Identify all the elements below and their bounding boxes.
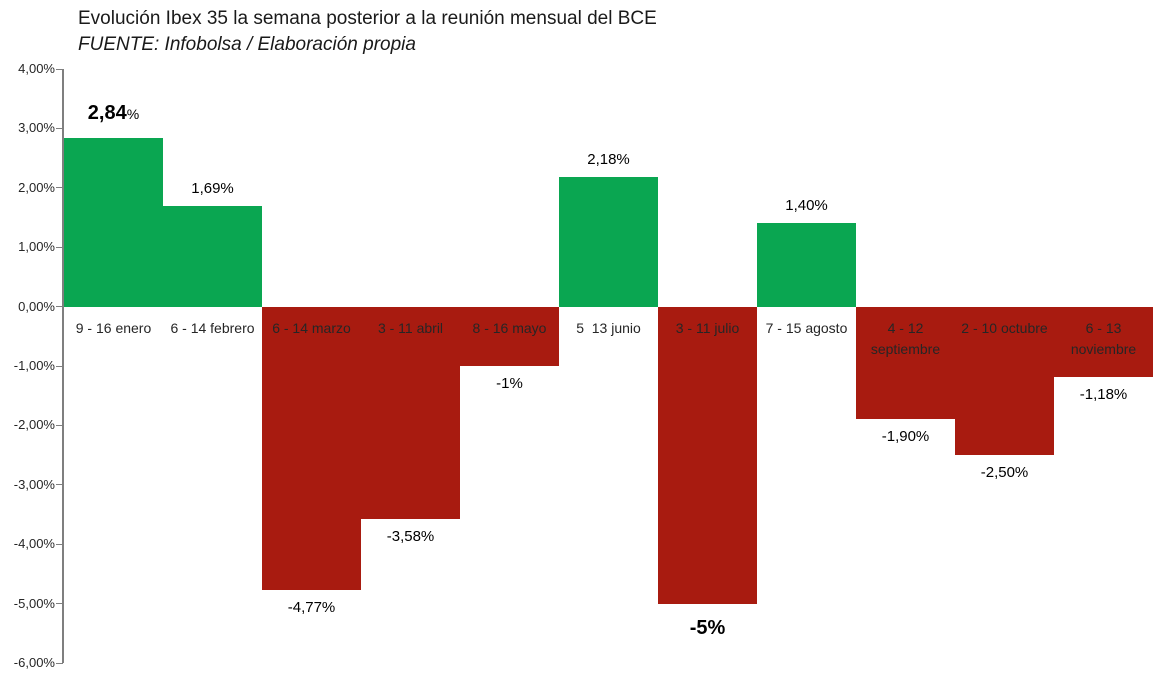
bar-category-label: 6 - 13 noviembre [1070,319,1137,357]
bar-category-label: 7 - 15 agosto [765,319,848,336]
bar-value-label: -2,50% [980,464,1029,482]
bar [64,137,163,307]
y-tick-mark [56,68,63,70]
y-tick-label: -4,00% [13,536,55,552]
y-tick-label: 2,00% [18,179,55,195]
bar-category-label: 9 - 16 enero [75,319,152,336]
bar [1054,306,1153,377]
bar-value-label: -1,90% [881,428,930,446]
value-percent-sign: % [126,105,140,122]
y-tick-mark [56,306,63,308]
bar [757,223,856,307]
y-tick-mark [56,187,63,189]
y-tick-label: -6,00% [13,655,55,670]
bar-value-label: -5% [689,616,726,639]
y-axis-line [62,69,64,663]
y-tick-mark [56,127,63,129]
value-number: 2,84 [87,101,127,124]
y-tick-label: 3,00% [18,120,55,136]
bar [163,206,262,307]
y-tick-mark [56,424,63,426]
y-tick-label: -1,00% [13,358,55,373]
y-tick-mark [56,246,63,248]
bar [856,306,955,420]
bar-category-label: 4 - 12 septiembre [870,319,941,357]
bar [460,306,559,366]
chart-subtitle: FUENTE: Infobolsa / Elaboración propia [78,34,416,55]
bar-value-label: 1,40% [785,197,828,215]
y-tick-label: 4,00% [18,61,55,76]
y-tick-mark [56,543,63,545]
bar-value-label: -1,18% [1079,385,1128,403]
bar-value-label: 1,69% [191,180,234,198]
y-tick-mark [56,662,63,664]
y-tick-label: 0,00% [18,298,55,314]
y-tick-mark [56,484,63,486]
bar [262,306,361,590]
bar-category-label: 2 - 10 octubre [961,319,1048,336]
bar-value-label: 2,84% [88,102,139,125]
y-tick-mark [56,603,63,605]
bar-category-label: 3 - 11 abril [377,319,444,336]
y-tick-label: -3,00% [13,476,55,492]
bar [658,306,757,604]
bar-category-label: 6 - 14 febrero [170,319,255,336]
bar [955,306,1054,456]
bar-category-label: 6 - 14 marzo [272,319,351,336]
bar [361,306,460,520]
chart-title: Evolución Ibex 35 la semana posterior a … [78,8,657,29]
bar-value-label: 2,18% [587,151,630,169]
y-tick-label: -2,00% [13,417,55,433]
bar [559,177,658,307]
bar-category-label: 3 - 11 julio [675,319,740,336]
y-tick-label: -5,00% [13,595,55,611]
bar-value-label: -1% [496,375,523,392]
bar-value-label: -4,77% [287,598,336,616]
bar-value-label: -3,58% [386,528,435,546]
y-tick-label: 1,00% [18,239,55,255]
bar-category-label: 8 - 16 mayo [472,319,547,336]
bar-category-label: 5 13 junio [576,319,641,336]
y-tick-mark [56,365,63,367]
